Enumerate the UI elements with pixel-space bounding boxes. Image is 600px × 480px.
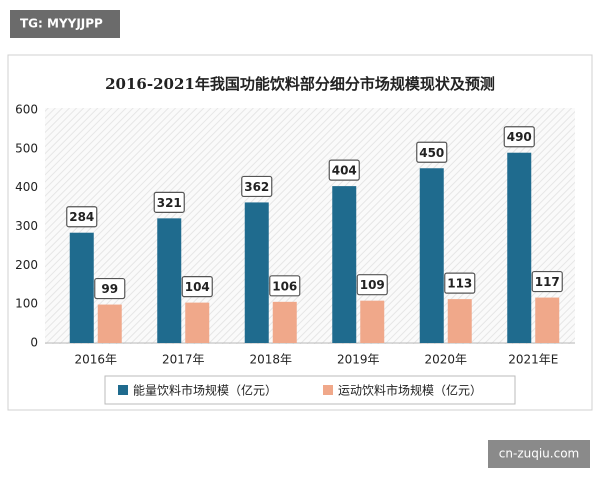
- value-label-box: [444, 272, 476, 294]
- plot-background: [45, 108, 575, 344]
- y-tick-label: 600: [15, 103, 38, 117]
- bar: [69, 232, 94, 343]
- value-label-box: [94, 277, 126, 300]
- y-tick-label: 500: [15, 141, 38, 155]
- x-tick-label: 2019年: [337, 353, 380, 367]
- value-label-box: [269, 275, 301, 297]
- value-label: 106: [272, 279, 297, 293]
- value-label: 450: [419, 146, 444, 160]
- value-label-box: [153, 191, 185, 213]
- watermark-box: [488, 440, 590, 468]
- watermark-box: [10, 10, 120, 38]
- bar: [360, 300, 385, 343]
- legend-label: 运动饮料市场规模（亿元）: [338, 383, 482, 398]
- bar: [507, 152, 532, 343]
- y-tick-label: 400: [15, 180, 38, 194]
- value-label: 113: [447, 277, 472, 291]
- x-tick-label: 2017年: [162, 353, 205, 367]
- bar: [419, 168, 444, 343]
- value-label: 321: [157, 196, 182, 210]
- value-label-box: [66, 206, 98, 228]
- value-label: 404: [332, 164, 357, 178]
- bar: [447, 299, 472, 343]
- bar: [535, 297, 560, 343]
- watermark-bottom: cn-zuqiu.com: [499, 447, 579, 461]
- value-label: 362: [244, 180, 269, 194]
- y-tick-label: 100: [15, 297, 38, 311]
- legend-swatch: [118, 385, 128, 395]
- value-label: 99: [101, 282, 118, 296]
- bar: [157, 218, 182, 343]
- y-tick-label: 300: [15, 219, 38, 233]
- watermark-top: TG: MYYJJPP: [20, 17, 103, 31]
- value-label: 109: [360, 278, 385, 292]
- y-tick-label: 200: [15, 258, 38, 272]
- x-tick-label: 2020年: [424, 353, 467, 367]
- legend-label: 能量饮料市场规模（亿元）: [133, 383, 277, 398]
- value-label: 490: [507, 130, 532, 144]
- legend-box: [104, 375, 516, 405]
- bar: [332, 186, 357, 343]
- x-tick-label: 2021年E: [508, 353, 558, 367]
- x-tick-label: 2018年: [249, 353, 292, 367]
- value-label-box: [416, 141, 448, 163]
- bar: [272, 301, 297, 343]
- bar: [97, 304, 122, 343]
- value-label-box: [356, 274, 388, 296]
- value-label: 284: [69, 210, 94, 224]
- value-label-box: [181, 276, 213, 298]
- value-label-box: [503, 126, 535, 148]
- x-tick-label: 2016年: [74, 353, 117, 367]
- value-label-box: [328, 159, 360, 181]
- chart-title: 2016-2021年我国功能饮料部分细分市场规模现状及预测: [105, 75, 495, 93]
- value-label: 117: [535, 275, 560, 289]
- legend-swatch: [323, 385, 333, 395]
- bar: [244, 202, 269, 343]
- value-label: 104: [185, 280, 210, 294]
- y-tick-label: 0: [30, 336, 38, 350]
- value-label-box: [241, 175, 273, 198]
- value-label-box: [531, 270, 563, 293]
- bar: [185, 302, 210, 343]
